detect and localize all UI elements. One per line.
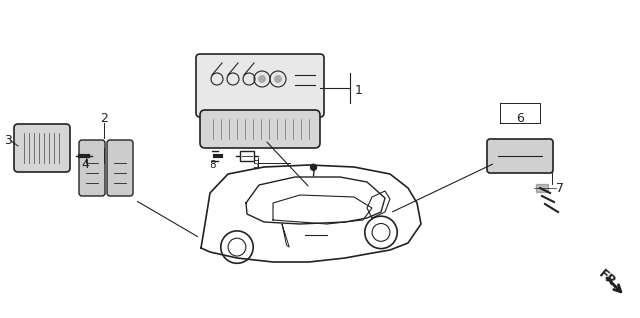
Text: 7: 7 — [556, 182, 564, 195]
Circle shape — [310, 164, 317, 170]
Bar — [240, 151, 254, 161]
Text: 8: 8 — [209, 160, 216, 170]
Bar — [536, 184, 548, 192]
Text: 6: 6 — [516, 112, 524, 125]
Text: FR.: FR. — [596, 267, 622, 293]
FancyBboxPatch shape — [200, 110, 320, 148]
Text: 4: 4 — [81, 158, 89, 171]
Circle shape — [274, 75, 282, 83]
FancyBboxPatch shape — [107, 140, 133, 196]
FancyBboxPatch shape — [196, 54, 324, 117]
Text: 1: 1 — [355, 85, 363, 98]
FancyBboxPatch shape — [14, 124, 70, 172]
FancyBboxPatch shape — [79, 140, 105, 196]
Text: 5: 5 — [252, 160, 259, 170]
Text: 3: 3 — [4, 134, 12, 147]
Circle shape — [258, 75, 266, 83]
FancyBboxPatch shape — [487, 139, 553, 173]
Text: 2: 2 — [100, 112, 108, 125]
